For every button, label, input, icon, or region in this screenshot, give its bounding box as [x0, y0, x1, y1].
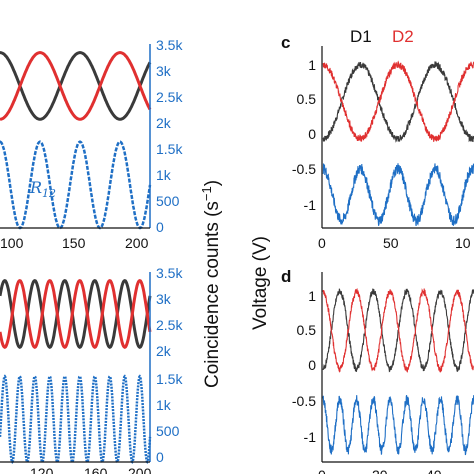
panel-d-curves — [322, 287, 474, 456]
panel-c: c D1 D2 1 0.5 0 -0.5 -1 0 50 10 — [281, 27, 474, 251]
legend-d1: D1 — [350, 27, 372, 46]
panel-d-ytick-4: -1 — [304, 429, 317, 445]
panel-c-ytick-2: 0 — [308, 126, 316, 142]
panel-e-series-intensity-2 — [0, 278, 152, 350]
panel-d: d 1 0.5 0 -0.5 -1 0 20 40 — [281, 267, 474, 474]
panel-e-series-intensity-1 — [0, 278, 152, 350]
panel-b: 3.5k 3k 2.5k 2k 1.5k 1k 500 0 100 150 20… — [0, 37, 183, 251]
panel-b-rtick-5: 1k — [156, 167, 172, 183]
coincidence-axis-title: Coincidence counts (s−1) — [199, 180, 223, 388]
panel-e-rtick-6: 500 — [156, 423, 180, 439]
panel-e-rtick-4: 1.5k — [156, 371, 183, 387]
panel-b-rtick-2: 2.5k — [156, 89, 183, 105]
panel-c-xtick-1: 50 — [383, 235, 399, 251]
panel-e-rtick-7: 0 — [156, 449, 164, 465]
panel-c-series-d2 — [322, 60, 474, 142]
panel-d-ytick-1: 0.5 — [297, 322, 317, 338]
panel-d-ytick-0: 1 — [308, 288, 316, 304]
panel-c-ytick-0: 1 — [308, 57, 316, 73]
panel-d-series-coincidence — [322, 395, 474, 456]
panel-d-label: d — [281, 267, 291, 286]
panel-c-ytick-4: -1 — [304, 197, 317, 213]
panel-b-series-intensity-2 — [0, 51, 152, 121]
panel-b-xtick-0: 100 — [0, 235, 24, 251]
panel-c-series-coincidence — [322, 163, 474, 227]
panel-b-rtick-4: 1.5k — [156, 141, 183, 157]
panel-b-curves — [0, 51, 152, 230]
panel-e-curves — [0, 278, 152, 464]
panel-c-curves — [322, 60, 474, 227]
panel-e-xtick-1: 160 — [84, 465, 108, 474]
panel-d-ytick-2: 0 — [308, 357, 316, 373]
panel-b-rtick-0: 3.5k — [156, 37, 183, 53]
panel-e-xtick-0: 120 — [30, 465, 54, 474]
panel-c-ytick-1: 0.5 — [297, 91, 317, 107]
panel-d-xtick-1: 20 — [372, 467, 388, 474]
panel-e-rtick-0: 3.5k — [156, 265, 183, 281]
panel-e-rtick-5: 1k — [156, 397, 172, 413]
panel-b-rtick-1: 3k — [156, 63, 172, 79]
panel-d-series-d2 — [322, 287, 474, 373]
panel-e: 3.5k 3k 2.5k 2k 1.5k 1k 500 0 120 160 20… — [0, 265, 183, 474]
panel-b-rtick-6: 500 — [156, 193, 180, 209]
panel-c-label: c — [281, 33, 290, 52]
panel-b-rtick-3: 2k — [156, 115, 172, 131]
r12-label: R12 — [29, 178, 56, 200]
panel-c-xtick-2: 10 — [455, 235, 471, 251]
panel-e-rtick-3: 2k — [156, 343, 172, 359]
panel-d-xtick-2: 40 — [426, 467, 442, 474]
legend-d2: D2 — [392, 27, 414, 46]
panel-c-ytick-3: -0.5 — [292, 161, 316, 177]
panel-c-xtick-0: 0 — [318, 235, 326, 251]
panel-b-series-intensity-1 — [0, 51, 152, 121]
panel-e-rtick-2: 2.5k — [156, 317, 183, 333]
panel-e-rtick-1: 3k — [156, 291, 172, 307]
panel-b-xtick-1: 150 — [62, 235, 86, 251]
panel-b-series-coincidence — [0, 140, 152, 230]
panel-d-ytick-3: -0.5 — [292, 393, 316, 409]
panel-e-series-coincidence — [0, 374, 152, 464]
panel-b-rtick-7: 0 — [156, 219, 164, 235]
voltage-axis-title: Voltage (V) — [250, 236, 271, 330]
panel-e-xtick-2: 200 — [128, 465, 152, 474]
panel-d-xtick-0: 0 — [318, 467, 326, 474]
panel-c-series-d1 — [322, 61, 474, 143]
panel-b-xtick-2: 200 — [125, 235, 149, 251]
